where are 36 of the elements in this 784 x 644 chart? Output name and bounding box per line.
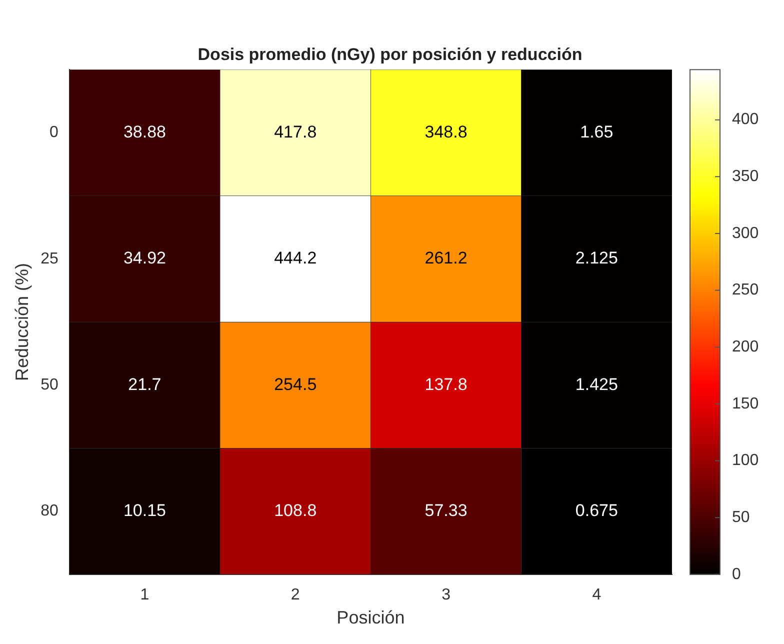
- data-label: 21.7: [128, 374, 162, 394]
- x-tick-label: 2: [290, 586, 300, 604]
- data-label: 261.2: [424, 248, 468, 268]
- y-tick-label: 80: [40, 502, 58, 520]
- y-tick-label: 50: [40, 376, 58, 394]
- data-label: 137.8: [424, 374, 468, 394]
- color-bar-label: 250: [732, 282, 759, 299]
- x-tick-label: 1: [140, 586, 150, 604]
- data-label: 0.675: [575, 500, 618, 520]
- y-tick-label: 25: [40, 250, 58, 268]
- data-label: 38.88: [123, 122, 166, 142]
- color-bar-label: 150: [732, 395, 759, 412]
- x-axis-title: Posición: [336, 607, 405, 628]
- color-bar-label: 100: [732, 452, 759, 470]
- color-bar-label: 350: [732, 168, 759, 186]
- chart-title: Dosis promedio (nGy) por posición y reducción: [198, 45, 582, 64]
- data-label: 108.8: [274, 500, 317, 520]
- x-tick-label: 3: [442, 586, 451, 604]
- data-label: 417.8: [274, 122, 317, 142]
- data-label: 1.425: [575, 374, 618, 394]
- data-label: 1.65: [580, 122, 614, 142]
- data-label: 2.125: [575, 248, 618, 268]
- data-label: 10.15: [123, 500, 166, 520]
- color-bar-label: 0: [732, 566, 741, 583]
- x-tick-label: 4: [592, 586, 602, 604]
- data-label: 34.92: [123, 248, 166, 268]
- y-axis-title: Reducción (%): [12, 262, 32, 382]
- data-label: 254.5: [274, 374, 317, 394]
- color-bar-label: 200: [732, 338, 759, 356]
- data-label: 57.33: [424, 500, 468, 520]
- color-bar-label: 300: [732, 224, 759, 242]
- data-label: 348.8: [424, 122, 468, 142]
- color-bar-label: 400: [732, 111, 759, 128]
- data-label: 444.2: [274, 248, 317, 268]
- color-bar-label: 50: [732, 508, 750, 526]
- y-tick-label: 0: [49, 124, 58, 142]
